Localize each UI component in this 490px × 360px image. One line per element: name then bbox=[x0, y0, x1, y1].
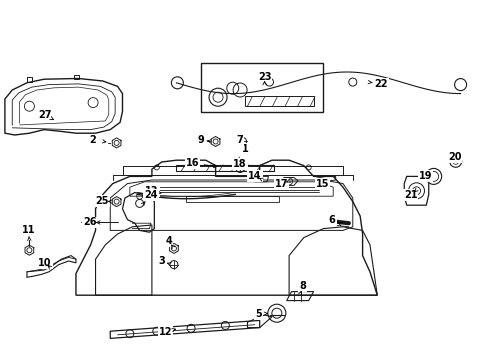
Text: 19: 19 bbox=[418, 171, 432, 181]
Text: 14: 14 bbox=[248, 171, 262, 181]
Text: 7: 7 bbox=[237, 135, 244, 145]
Text: 4: 4 bbox=[166, 236, 172, 246]
Text: 12: 12 bbox=[159, 327, 172, 337]
Text: 22: 22 bbox=[374, 78, 388, 89]
Text: 13: 13 bbox=[145, 186, 159, 196]
Bar bbox=[201, 63, 323, 112]
Text: 20: 20 bbox=[448, 152, 462, 162]
Text: 26: 26 bbox=[83, 217, 97, 228]
Text: 3: 3 bbox=[158, 256, 165, 266]
Text: 24: 24 bbox=[144, 190, 158, 200]
Text: 25: 25 bbox=[95, 196, 109, 206]
Text: 11: 11 bbox=[22, 225, 35, 235]
Text: 27: 27 bbox=[38, 110, 52, 120]
Text: 18: 18 bbox=[233, 159, 247, 169]
Text: 1: 1 bbox=[242, 144, 248, 154]
Text: 10: 10 bbox=[38, 258, 52, 268]
Text: 8: 8 bbox=[299, 281, 306, 291]
Text: 9: 9 bbox=[197, 135, 204, 145]
Text: 21: 21 bbox=[404, 190, 417, 200]
Text: 5: 5 bbox=[255, 309, 262, 319]
Text: 23: 23 bbox=[258, 72, 271, 82]
Text: 17: 17 bbox=[274, 179, 288, 189]
Text: 6: 6 bbox=[329, 215, 336, 225]
Text: 16: 16 bbox=[186, 158, 199, 168]
Text: 2: 2 bbox=[90, 135, 97, 145]
Text: 15: 15 bbox=[316, 179, 329, 189]
